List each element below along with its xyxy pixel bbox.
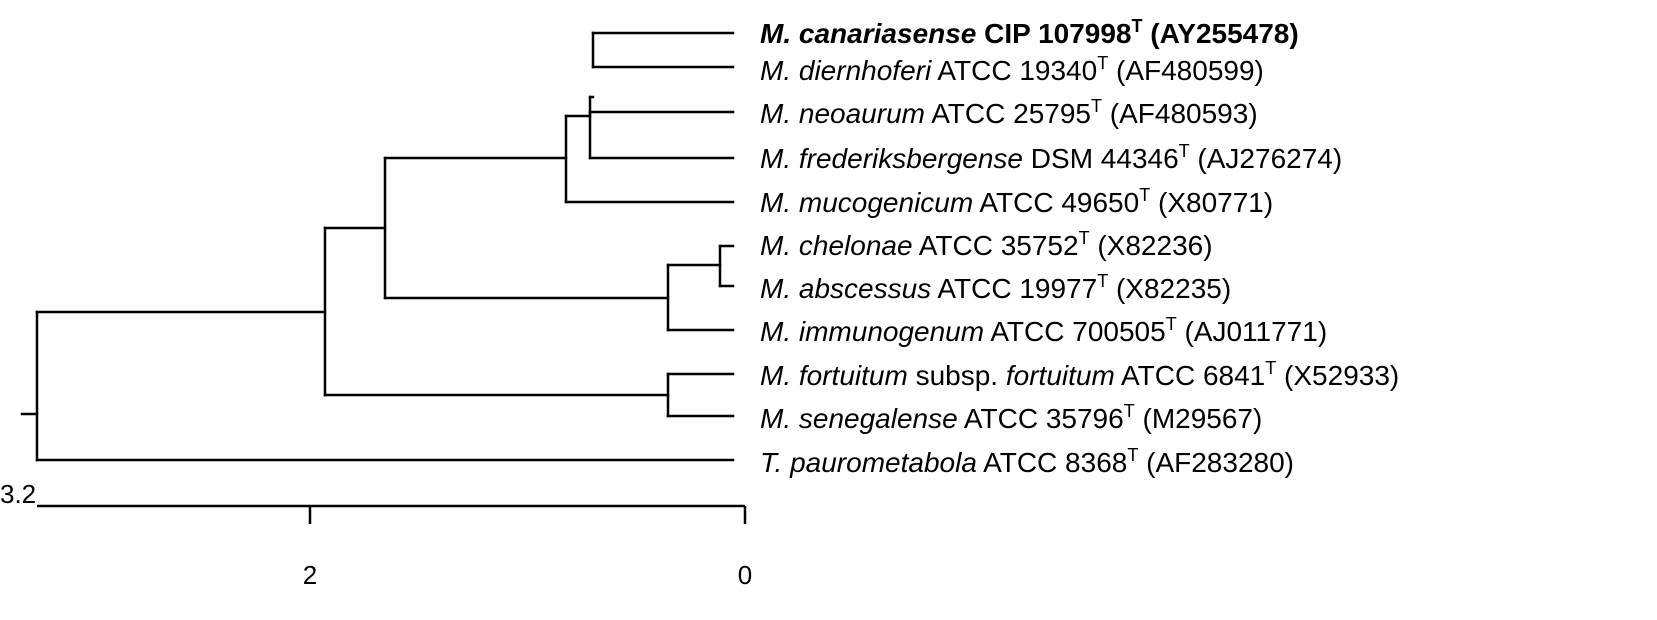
taxon-species-name: M. chelonae [760,230,913,261]
taxon-strain: ATCC 6841 [1115,360,1265,391]
taxon-strain: CIP 107998 [976,18,1131,49]
taxon-strain: ATCC 19977 [931,273,1097,304]
taxon-strain: DSM 44346 [1023,143,1179,174]
taxon-strain: ATCC 25795 [925,98,1091,129]
taxon-label-neoaurum: M. neoaurum ATCC 25795T (AF480593) [760,96,1258,129]
taxon-subspecies-marker: subsp. [908,360,1006,391]
taxon-label-diernhoferi: M. diernhoferi ATCC 19340T (AF480599) [760,53,1264,86]
taxon-species-name: M. canariasense [760,18,976,49]
taxon-accession: (X82235) [1108,273,1231,304]
taxon-type-strain-mark: T [1166,314,1177,334]
taxon-accession: (M29567) [1135,403,1263,434]
taxon-species-name: M. diernhoferi [760,55,932,86]
taxon-label-senegalense: M. senegalense ATCC 35796T (M29567) [760,401,1262,434]
scale-root-label: 3.2 [0,479,36,509]
taxon-type-strain-mark: T [1097,271,1108,291]
taxon-strain: ATCC 19340 [931,55,1097,86]
taxon-label-chelonae: M. chelonae ATCC 35752T (X82236) [760,228,1213,261]
taxon-label-abscessus: M. abscessus ATCC 19977T (X82235) [760,271,1231,304]
taxon-accession: (X82236) [1090,230,1213,261]
taxon-species-name: T. paurometabola [760,447,977,478]
taxon-strain: ATCC 49650 [973,187,1139,218]
taxon-accession: (AF480599) [1108,55,1264,86]
taxon-type-strain-mark: T [1091,96,1102,116]
taxon-strain: ATCC 35796 [958,403,1124,434]
taxon-species-name: M. abscessus [760,273,931,304]
scale-tick-label-0: 0 [738,560,752,590]
taxon-accession: (AY255478) [1143,18,1299,49]
taxon-label-paurometabola: T. paurometabola ATCC 8368T (AF283280) [760,445,1294,478]
taxon-subspecies-name: fortuitum [1006,360,1115,391]
taxon-species-name: M. mucogenicum [760,187,973,218]
taxon-type-strain-mark: T [1265,358,1276,378]
taxon-type-strain-mark: T [1097,53,1108,73]
taxon-type-strain-mark: T [1179,141,1190,161]
taxon-label-immunogenum: M. immunogenum ATCC 700505T (AJ011771) [760,314,1327,347]
taxon-label-mucogenicum: M. mucogenicum ATCC 49650T (X80771) [760,185,1273,218]
taxon-strain: ATCC 700505 [984,316,1166,347]
taxon-species-name: M. neoaurum [760,98,925,129]
taxon-type-strain-mark: T [1124,401,1135,421]
taxon-accession: (AF480593) [1102,98,1258,129]
taxon-species-name: M. fortuitum [760,360,908,391]
taxon-species-name: M. frederiksbergense [760,143,1023,174]
taxon-accession: (AF283280) [1138,447,1294,478]
taxon-strain: ATCC 35752 [913,230,1079,261]
taxon-labels: M. canariasense CIP 107998T (AY255478)M.… [760,16,1399,478]
taxon-label-frederiksbergense: M. frederiksbergense DSM 44346T (AJ27627… [760,141,1342,174]
taxon-accession: (X80771) [1150,187,1273,218]
taxon-accession: (AJ276274) [1190,143,1343,174]
scale-tick-label-2: 2 [303,560,317,590]
taxon-accession: (X52933) [1276,360,1399,391]
taxon-strain: ATCC 8368 [977,447,1127,478]
taxon-label-fortuitum: M. fortuitum subsp. fortuitum ATCC 6841T… [760,358,1399,391]
taxon-species-name: M. senegalense [760,403,958,434]
taxon-type-strain-mark: T [1139,185,1150,205]
taxon-label-canariasense: M. canariasense CIP 107998T (AY255478) [760,16,1299,49]
taxon-type-strain-mark: T [1127,445,1138,465]
scale-axis: 3.2 2 0 [0,479,752,590]
taxon-accession: (AJ011771) [1177,316,1327,347]
taxon-species-name: M. immunogenum [760,316,984,347]
taxon-type-strain-mark: T [1079,228,1090,248]
taxon-type-strain-mark: T [1132,16,1143,36]
tree-branches [20,31,735,462]
